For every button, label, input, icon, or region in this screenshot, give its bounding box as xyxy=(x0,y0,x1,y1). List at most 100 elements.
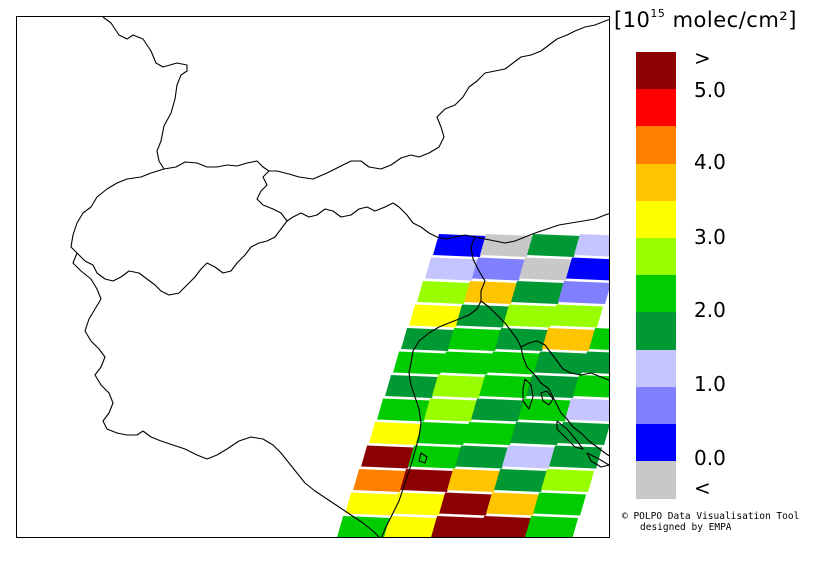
country-borders-layer xyxy=(70,17,609,537)
satellite-pixel xyxy=(433,234,486,257)
satellite-pixel xyxy=(440,351,494,375)
satellite-pixel xyxy=(337,516,391,537)
satellite-pixel xyxy=(542,328,596,351)
colorbar-bin xyxy=(636,312,676,351)
satellite-pixel xyxy=(518,398,572,422)
satellite-pixel xyxy=(525,516,579,537)
legend-units-title: [1015 molec/cm²] xyxy=(614,7,797,32)
satellite-pixel xyxy=(487,351,541,375)
satellite-pixel xyxy=(384,516,438,537)
satellite-pixel xyxy=(573,375,609,398)
satellite-pixel xyxy=(424,398,478,422)
coast-croatia xyxy=(520,346,609,457)
colorbar-bin xyxy=(636,89,676,127)
satellite-pixel xyxy=(494,469,548,492)
border-switzerland-austria xyxy=(256,170,400,222)
satellite-pixel xyxy=(558,281,609,304)
colorbar-label: 0.0 xyxy=(694,446,726,470)
colorbar-label: 2.0 xyxy=(694,298,726,322)
satellite-pixel xyxy=(408,445,462,469)
satellite-pixel xyxy=(519,257,573,281)
satellite-pixel xyxy=(425,257,479,281)
satellite-pixel xyxy=(417,281,471,304)
satellite-pixel xyxy=(456,304,510,328)
colorbar-bin xyxy=(636,126,676,165)
satellite-pixel xyxy=(439,492,493,516)
colorbar-label: 1.0 xyxy=(694,372,726,396)
colorbar-bin xyxy=(636,424,676,462)
colorbar-label: 3.0 xyxy=(694,225,726,249)
satellite-pixel xyxy=(565,398,609,422)
border-germany-austria xyxy=(163,19,609,180)
coast-corsica-hint xyxy=(418,452,428,464)
island-cres xyxy=(522,378,534,410)
credit-line-1: © POLPO Data Visualisation Tool xyxy=(622,511,800,522)
coast-italy-adriatic xyxy=(381,300,482,537)
colorbar-bin xyxy=(636,461,676,499)
satellite-pixel xyxy=(534,351,588,375)
border-switzerland-italy xyxy=(76,220,288,296)
satellite-pixel xyxy=(448,328,502,351)
colorbar-bin xyxy=(636,163,676,202)
satellite-pixel xyxy=(557,422,609,445)
satellite-pixel xyxy=(550,304,604,328)
satellite-pixel xyxy=(589,328,609,350)
colorbar-bin xyxy=(636,386,676,425)
satellite-pixel xyxy=(566,257,609,281)
satellite-pixel xyxy=(455,445,509,469)
satellite-pixel xyxy=(486,492,540,516)
credit-line-2: designed by EMPA xyxy=(640,522,732,533)
border-slovenia xyxy=(480,300,609,381)
satellite-pixel xyxy=(432,375,486,398)
satellite-pixel xyxy=(377,398,431,422)
satellite-pixel xyxy=(526,375,580,398)
satellite-pixel xyxy=(479,375,533,398)
satellite-pixel xyxy=(511,281,565,304)
satellite-pixel xyxy=(463,422,517,445)
satellite-pixel xyxy=(400,469,454,492)
colorbar-bin xyxy=(636,349,676,388)
satellite-pixel xyxy=(369,422,423,445)
colorbar-label: 4.0 xyxy=(694,150,726,174)
colorbar-bin xyxy=(636,238,676,276)
colorbar-label: < xyxy=(694,476,711,500)
border-slovenia-italy xyxy=(470,236,486,301)
satellite-pixel xyxy=(353,469,407,492)
coast-ligurian xyxy=(142,430,380,537)
satellite-pixel xyxy=(393,351,447,375)
island-dalmatia xyxy=(586,452,609,468)
border-france-italy xyxy=(72,252,144,436)
satellite-pixel xyxy=(527,234,580,257)
satellite-pixel xyxy=(345,492,399,516)
satellite-pixel xyxy=(533,492,587,516)
satellite-pixel xyxy=(431,516,485,537)
colorbar-label: 5.0 xyxy=(694,78,726,102)
colorbar-bin xyxy=(636,275,676,313)
colorbar-label: > xyxy=(694,46,711,70)
satellite-pixel xyxy=(401,328,455,351)
satellite-pixel xyxy=(503,304,557,328)
map-canvas xyxy=(70,17,609,537)
satellite-pixel xyxy=(495,328,549,351)
colorbar-bin xyxy=(636,200,676,239)
satellite-pixel xyxy=(409,304,463,328)
satellite-pixel xyxy=(541,469,595,492)
island-krk xyxy=(540,390,554,406)
satellite-pixel xyxy=(480,234,533,257)
satellite-pixel xyxy=(416,422,470,445)
satellite-pixel xyxy=(471,398,525,422)
colorbar-bin xyxy=(636,52,676,90)
units-prefix: [10 xyxy=(614,8,651,32)
islands-south xyxy=(556,420,584,450)
satellite-pixel xyxy=(549,445,603,469)
satellite-pixel xyxy=(478,516,532,537)
border-switzerland-north xyxy=(70,168,165,254)
satellite-pixel xyxy=(464,281,518,304)
satellite-pixel xyxy=(472,257,526,281)
satellite-pixel xyxy=(392,492,446,516)
units-exponent: 15 xyxy=(650,7,666,20)
satellite-pixel xyxy=(510,422,564,445)
satellite-pixels-layer xyxy=(337,234,609,537)
map-area[interactable] xyxy=(16,16,610,538)
units-suffix: molec/cm²] xyxy=(665,8,797,32)
